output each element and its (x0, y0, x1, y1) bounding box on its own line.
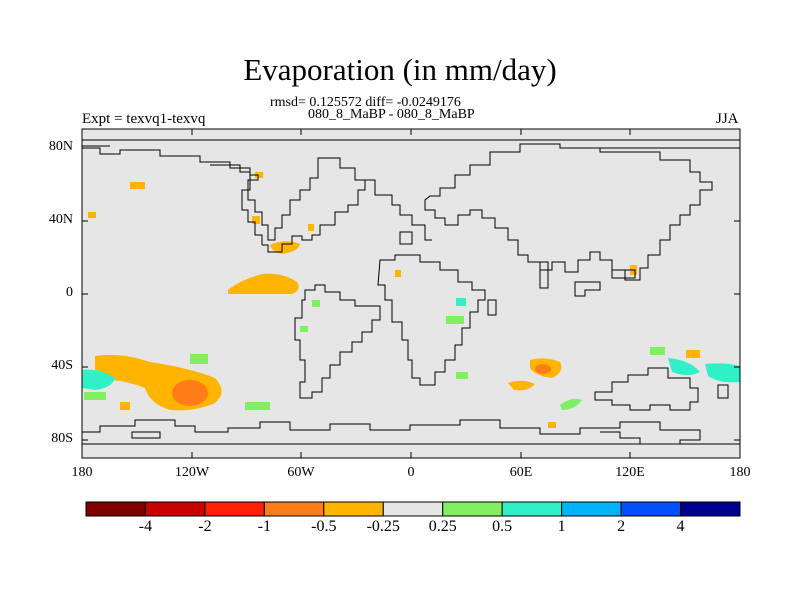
coastline-arctic-strip (82, 139, 740, 149)
lat-label-0: 0 (66, 285, 73, 300)
coastline-europe-west (365, 179, 432, 241)
colorbar-swatch (85, 501, 146, 517)
patch-green-africa (446, 316, 464, 324)
patch-red-south-indian (535, 364, 551, 374)
colorbar-label: -2 (198, 518, 212, 535)
colorbar-swatch (620, 501, 682, 517)
coastline-australia (594, 367, 699, 411)
coastlines (82, 139, 740, 445)
colorbar-swatch (144, 501, 206, 517)
patch-cyan-africa (456, 298, 466, 306)
coastline-south-america (294, 284, 381, 399)
colorbar-swatch (442, 501, 503, 517)
coastline-north-america (82, 147, 366, 253)
patch-orange-small-4 (88, 212, 96, 218)
map-title: Evaporation (in mm/day) (243, 52, 557, 87)
coastline-madagascar (487, 299, 497, 316)
lon-label-180e: 180 (729, 465, 751, 480)
patch-green-south-indian (560, 398, 582, 410)
colorbar-label: -4 (138, 518, 153, 535)
lon-label-120w: 120W (174, 465, 210, 480)
colorbar-label: 0.25 (428, 518, 457, 535)
patch-green-africa-2 (456, 372, 468, 379)
lon-label-180w: 180 (71, 465, 93, 480)
patch-cyan-west (82, 369, 115, 390)
patch-orange-small-8 (395, 270, 401, 277)
lat-label-40n: 40N (48, 212, 73, 227)
colorbar-label: 4 (676, 518, 685, 535)
patch-green-small-6 (312, 300, 320, 307)
colorbar-label: -1 (257, 518, 272, 535)
colorbar-swatch (680, 501, 741, 517)
colorbar-swatch (323, 501, 384, 517)
colorbar-label: 1 (557, 518, 566, 535)
runs-subtitle: 080_8_MaBP - 080_8_MaBP (308, 107, 475, 122)
experiment-label: Expt = texvq1-texvq (82, 111, 206, 127)
colorbar-label: 0.5 (492, 518, 513, 535)
patch-green-australia (650, 347, 665, 355)
patch-red-sw-pacific (172, 380, 208, 406)
coastline-eurasia (424, 143, 713, 281)
anomaly-patches (82, 172, 740, 428)
patch-orange-small-1 (120, 402, 130, 410)
coastline-indonesia (574, 269, 636, 297)
coastline-north-america-2 (210, 164, 263, 245)
patch-orange-australia (686, 350, 700, 358)
patch-orange-small-9 (548, 422, 556, 428)
season-label: JJA (716, 111, 739, 127)
stats-subtitle: rmsd= 0.125572 diff= -0.0249176 (270, 95, 461, 110)
patch-green-west (84, 392, 106, 400)
colorbar-swatch (204, 501, 265, 517)
lon-label-120e: 120E (615, 465, 645, 480)
lat-label-40s: 40S (51, 358, 73, 373)
colorbar-label: 2 (617, 518, 626, 535)
patch-green-small-2 (190, 354, 208, 364)
patch-orange-south-indian-2 (508, 380, 535, 391)
coastline-britain (399, 231, 413, 245)
coastline-antarctica (82, 419, 740, 445)
patch-orange-north-pacific (130, 182, 145, 189)
patch-green-small-3 (245, 402, 270, 410)
patch-cyan-east-2 (705, 363, 740, 383)
colorbar-swatch (263, 501, 325, 517)
patch-orange-north-america (252, 216, 260, 224)
map-frame (81, 128, 741, 459)
coastline-new-zealand (717, 384, 729, 399)
colorbar (85, 501, 741, 517)
coastline-africa (377, 254, 486, 386)
lat-label-80n: 80N (48, 139, 73, 154)
patch-green-small-7 (300, 326, 308, 332)
coastline-se-asia (539, 261, 549, 289)
patch-orange-pacific-equator (228, 273, 299, 294)
colorbar-swatch (561, 501, 622, 517)
colorbar-swatch (501, 501, 563, 517)
lat-label-80s: 80S (51, 431, 73, 446)
lon-label-0: 0 (407, 465, 415, 480)
lon-label-60e: 60E (509, 465, 533, 480)
lon-label-60w: 60W (287, 465, 315, 480)
colorbar-label: -0.5 (311, 518, 337, 535)
colorbar-label: -0.25 (366, 518, 400, 535)
colorbar-swatch (382, 501, 444, 517)
patch-orange-small-11 (255, 172, 263, 178)
patch-orange-small-5 (308, 224, 314, 231)
patch-cyan-east (668, 358, 700, 375)
